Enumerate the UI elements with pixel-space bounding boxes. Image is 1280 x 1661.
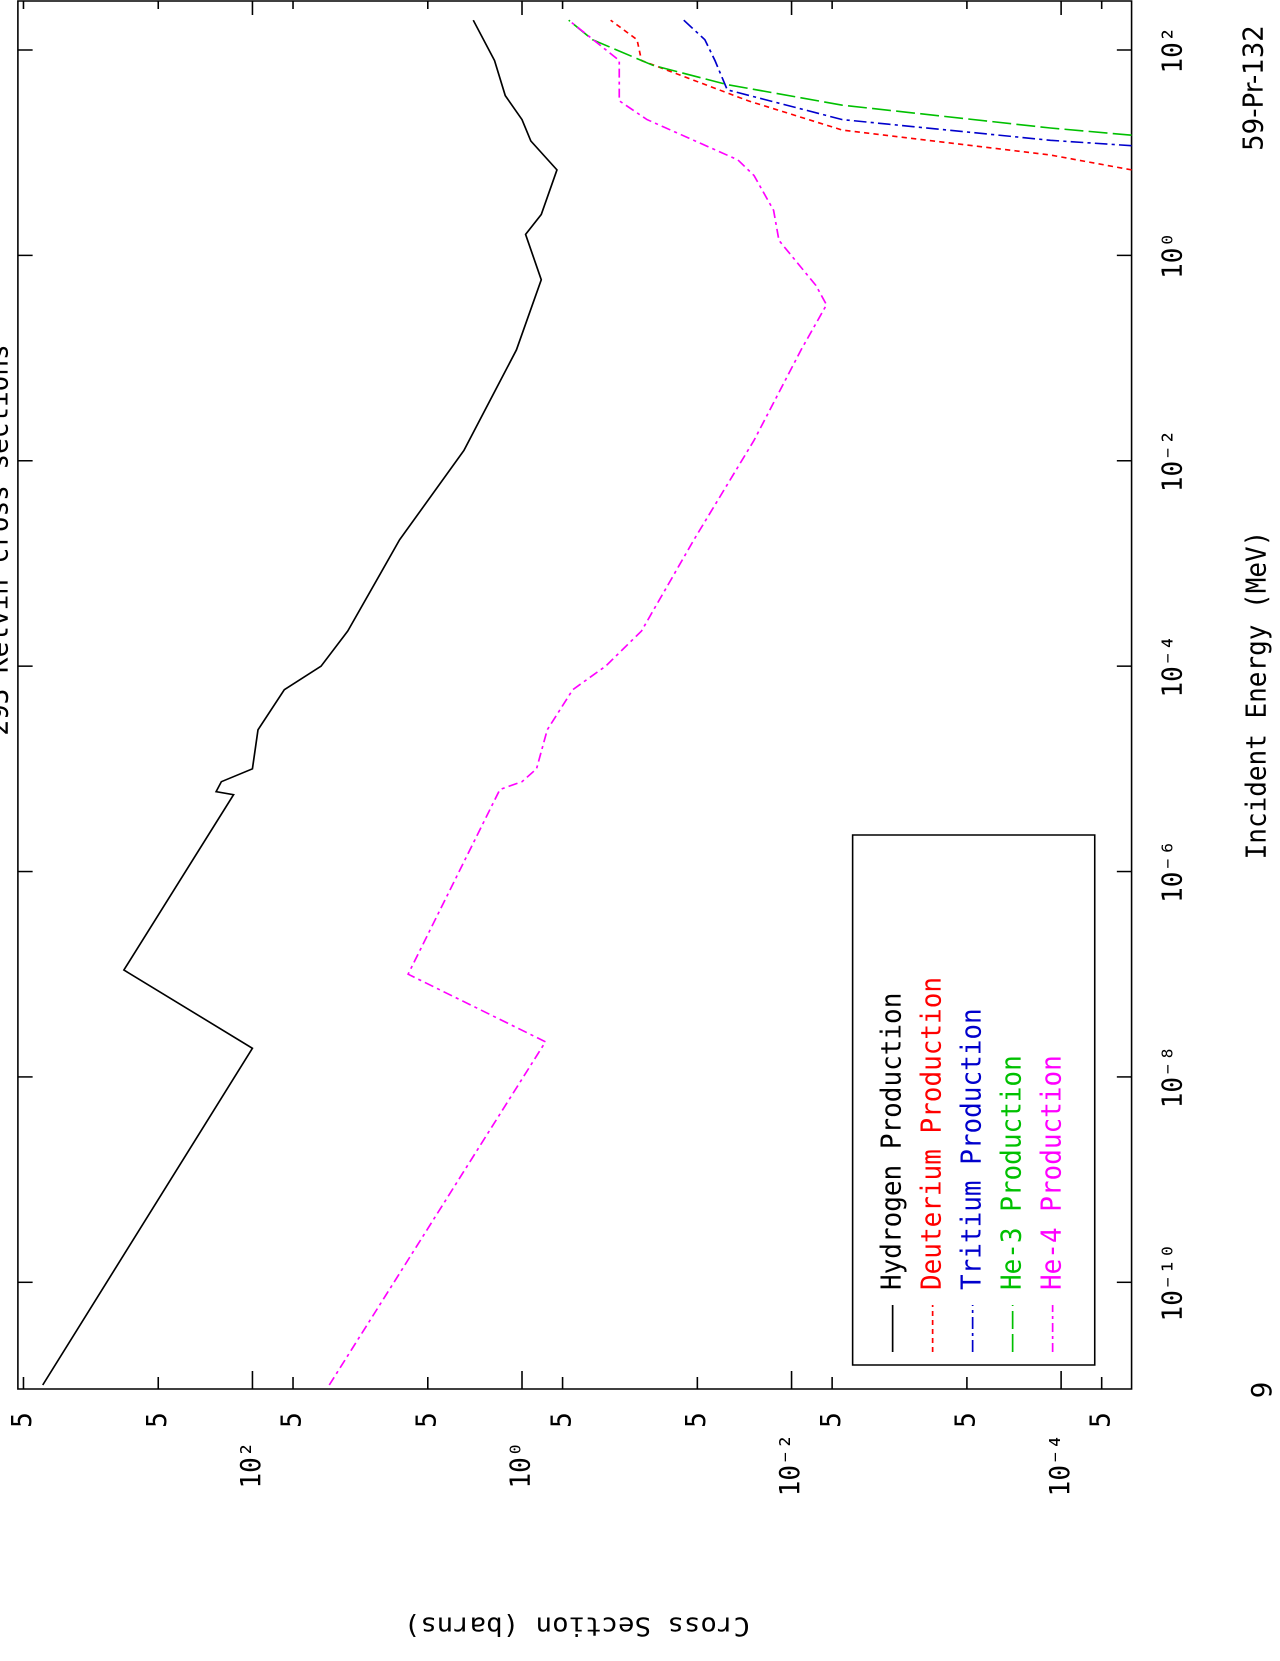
- x-tick-label: 10⁻⁴: [1157, 635, 1189, 698]
- x-axis-title: Incident Energy (MeV): [1241, 531, 1273, 860]
- y-tick-label: 5: [546, 1412, 578, 1428]
- legend-label: He-4 Production: [1036, 1055, 1068, 1290]
- x-tick-label: 10⁻¹⁰: [1157, 1243, 1189, 1321]
- y-tick-label: 5: [411, 1412, 443, 1428]
- x-tick-label: 10⁻²: [1157, 429, 1189, 492]
- x-tick-label: 10⁻⁸: [1157, 1046, 1189, 1109]
- series-line: [683, 19, 1132, 147]
- legend-box: [851, 834, 1096, 1366]
- plot-frame: [17, 0, 1133, 1390]
- annotation: 59-Pr-132: [1238, 25, 1270, 151]
- y-tick-label: 5: [7, 1412, 39, 1428]
- x-tick-label: 10⁻⁶: [1157, 840, 1189, 903]
- y-tick-label: 5: [141, 1412, 173, 1428]
- y-tick-label: 5: [1085, 1412, 1117, 1428]
- y-tick-label: 10⁰: [505, 1442, 537, 1489]
- legend-label: Deuterium Production: [916, 977, 948, 1290]
- x-tick-label: 10⁰: [1157, 232, 1189, 279]
- y-tick-label: 5: [815, 1412, 847, 1428]
- y-tick-label: 5: [950, 1412, 982, 1428]
- series-line: [328, 19, 828, 1386]
- legend-label: He-3 Production: [996, 1055, 1028, 1290]
- y-axis-title: Cross Section (barns): [404, 1611, 750, 1641]
- legend-label: Tritium Production: [956, 1008, 988, 1290]
- y-tick-label: 10⁻²: [775, 1434, 807, 1497]
- series-line: [610, 19, 1132, 171]
- y-tick-label: 5: [276, 1412, 308, 1428]
- y-tick-label: 5: [680, 1412, 712, 1428]
- legend-label: Hydrogen Production: [876, 993, 908, 1290]
- series-line: [568, 19, 1132, 136]
- chart-title: 293 Kelvin cross sections: [0, 344, 15, 735]
- corner-label: 9: [1246, 1382, 1278, 1399]
- series-line: [42, 19, 558, 1386]
- x-tick-label: 10²: [1157, 27, 1189, 74]
- y-tick-label: 10⁻⁴: [1044, 1434, 1076, 1497]
- y-tick-label: 10²: [236, 1442, 268, 1489]
